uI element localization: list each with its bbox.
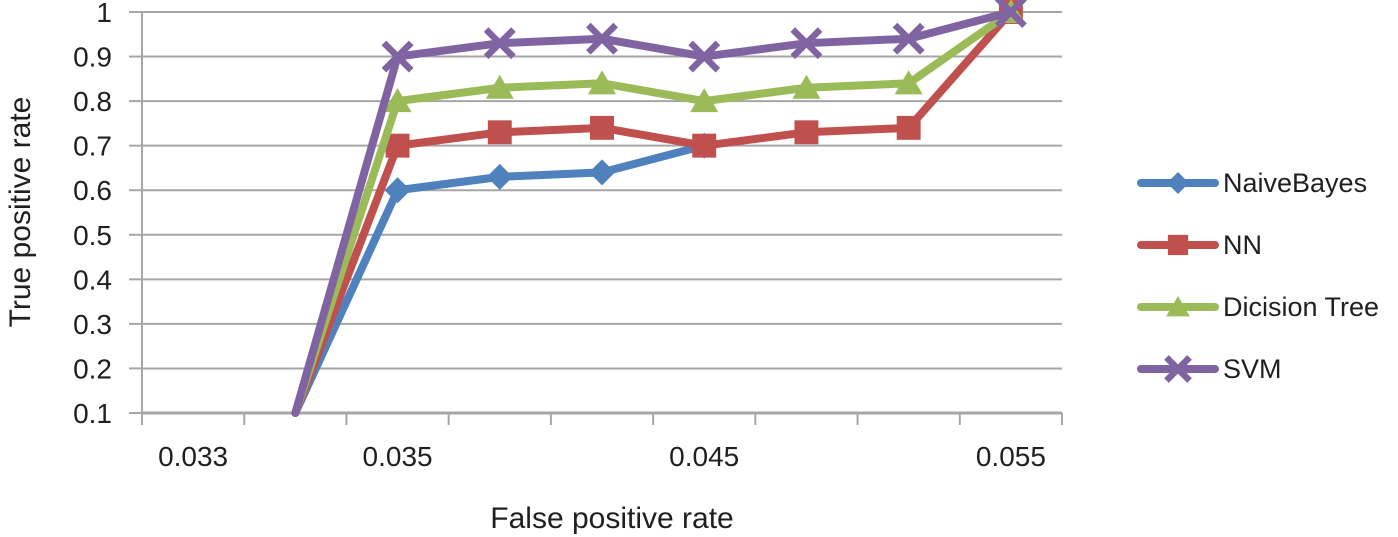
y-tick-label-1: 1	[96, 0, 112, 28]
marker-dicision-tree-1	[383, 88, 412, 113]
marker-nn-4	[692, 133, 717, 158]
series-line-svm	[291, 8, 1015, 417]
legend-label-dicision-tree: Dicision Tree	[1223, 292, 1379, 322]
y-tick-label-0.6: 0.6	[73, 175, 112, 206]
series-dicision-tree	[291, 0, 1025, 417]
marker-nn-5	[794, 120, 819, 145]
y-tick-label-0.5: 0.5	[73, 220, 112, 251]
marker-nn-3	[590, 115, 614, 140]
y-tick-label-0.8: 0.8	[73, 86, 112, 117]
x-tick-label-0.035: 0.035	[363, 441, 433, 472]
x-axis-title: False positive rate	[490, 502, 733, 535]
legend-marker-nn	[1167, 234, 1189, 256]
y-tick-label-0.1: 0.1	[73, 398, 112, 429]
marker-svm-5	[790, 27, 823, 60]
y-tick-label-0.2: 0.2	[73, 353, 112, 384]
marker-nn-1	[385, 133, 410, 158]
y-tick-label-0.9: 0.9	[73, 42, 112, 73]
y-tick-label-0.4: 0.4	[73, 264, 112, 295]
marker-nn-6	[896, 115, 921, 140]
legend-marker-naivebayes	[1167, 172, 1189, 194]
legend-label-naivebayes: NaiveBayes	[1223, 168, 1367, 198]
marker-dicision-tree-6	[894, 70, 923, 95]
x-tick-label-0.033: 0.033	[158, 441, 228, 472]
series-line-nn	[291, 8, 1015, 417]
legend-item-dicision-tree: Dicision Tree	[1137, 292, 1379, 322]
legend-item-nn: NN	[1137, 230, 1262, 260]
legend-label-svm: SVM	[1223, 354, 1282, 384]
y-tick-label-0.3: 0.3	[73, 309, 112, 340]
marker-svm-6	[892, 22, 925, 55]
y-tick-labels: 0.1 0.2 0.3 0.4 0.5 0.6 0.7 0.8 0.9 1	[73, 0, 112, 429]
marker-dicision-tree-5	[792, 74, 821, 99]
legend-item-svm: SVM	[1137, 354, 1282, 384]
legend: NaiveBayes NN Dicision Tree SVM	[1137, 168, 1379, 384]
y-tick-label-0.7: 0.7	[73, 131, 112, 162]
marker-nn-2	[487, 120, 512, 145]
x-tick-labels: 0.033 0.035 0.045 0.055	[158, 441, 1046, 472]
marker-svm-3	[586, 22, 618, 55]
x-tick-label-0.045: 0.045	[669, 441, 739, 472]
marker-dicision-tree-4	[690, 88, 719, 113]
marker-naivebayes-3	[589, 159, 615, 186]
marker-dicision-tree-2	[485, 74, 514, 99]
series-naivebayes	[291, 132, 718, 417]
y-axis-title: True positive rate	[4, 97, 37, 328]
x-tick-label-0.055: 0.055	[976, 441, 1046, 472]
marker-svm-1	[381, 40, 414, 73]
marker-dicision-tree-3	[587, 70, 617, 95]
legend-label-nn: NN	[1223, 230, 1262, 260]
gridlines	[142, 11, 1062, 414]
series-svm	[291, 0, 1027, 417]
marker-naivebayes-1	[384, 177, 411, 204]
legend-item-naivebayes: NaiveBayes	[1137, 168, 1367, 198]
series-line-dicision-tree	[291, 8, 1015, 417]
marker-svm-2	[483, 27, 516, 60]
legend-marker-svm	[1164, 355, 1192, 383]
marker-svm-7	[994, 0, 1027, 28]
legend-marker-dicision-tree	[1166, 296, 1190, 317]
data-series	[291, 0, 1027, 417]
marker-naivebayes-2	[486, 163, 513, 190]
marker-svm-4	[688, 40, 721, 73]
